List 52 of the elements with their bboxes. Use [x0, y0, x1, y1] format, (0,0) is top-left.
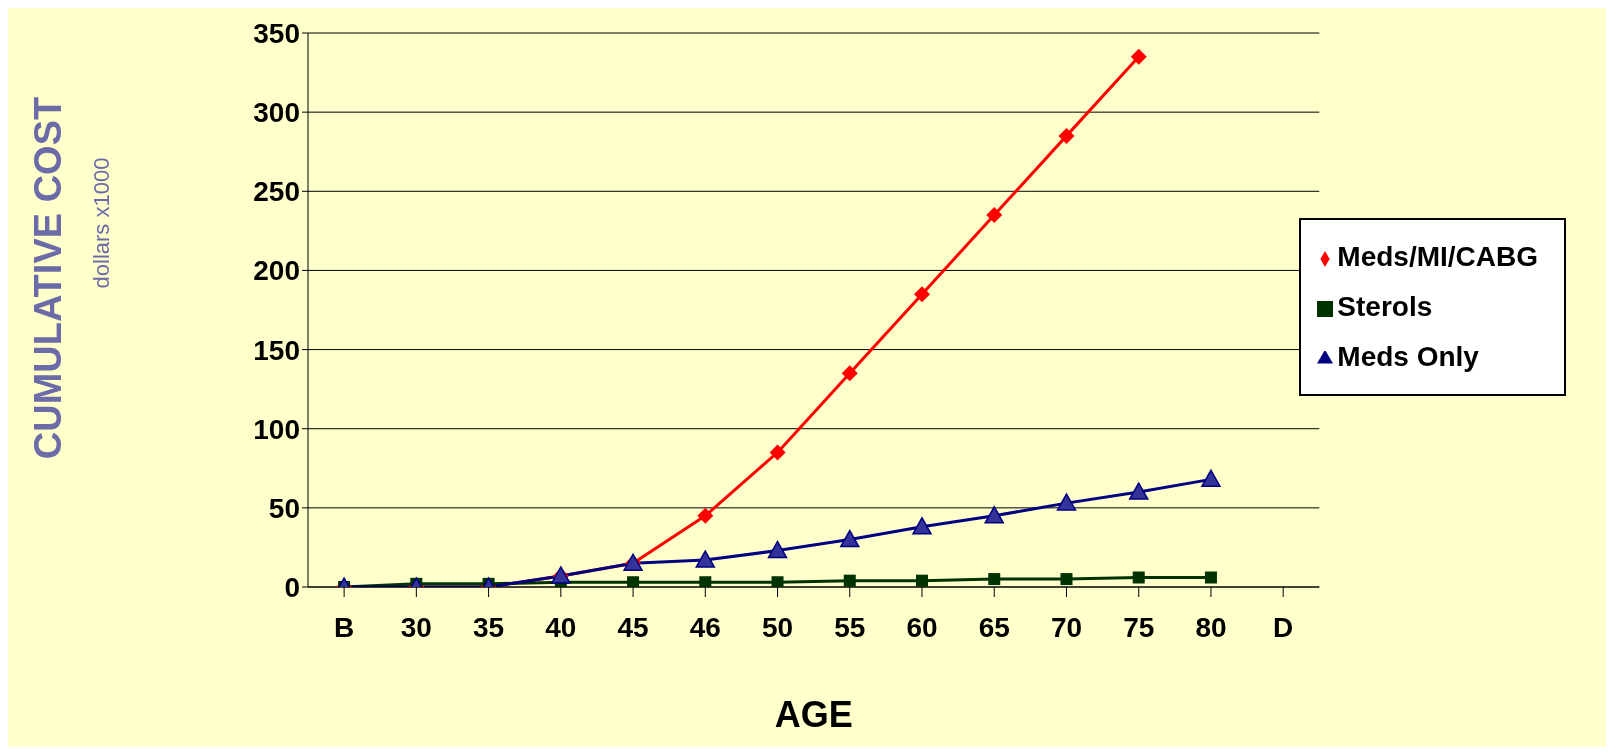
y-tick-label: 350: [253, 17, 300, 49]
x-tick-label: 30: [400, 611, 432, 643]
legend-label: Sterols: [1337, 291, 1433, 322]
point: [769, 444, 786, 461]
point: [1204, 571, 1217, 584]
y-tick-label: 50: [268, 492, 300, 524]
point: [988, 573, 1001, 586]
point: [1201, 469, 1221, 488]
point: [986, 207, 1003, 224]
legend-label: Meds Only: [1337, 341, 1479, 372]
point: [697, 507, 714, 524]
point: [1132, 571, 1145, 584]
x-tick-label: 80: [1195, 611, 1227, 643]
x-tick-label: 65: [978, 611, 1010, 643]
point: [843, 574, 856, 587]
x-tick-label: 75: [1123, 611, 1155, 643]
legend-label: Meds/MI/CABG: [1337, 241, 1538, 272]
point: [1128, 482, 1149, 500]
y-tick-label: 200: [253, 255, 300, 287]
x-tick-label: D: [1273, 611, 1294, 643]
point: [912, 517, 932, 535]
point: [841, 365, 858, 382]
y-tick-label: 300: [253, 97, 300, 129]
point: [1130, 48, 1147, 65]
y-axis-title: CUMULATIVE COST: [26, 96, 70, 460]
point: [767, 540, 788, 559]
x-tick-label: B: [334, 611, 355, 643]
point: [840, 529, 860, 548]
point: [627, 576, 640, 587]
point: [916, 574, 929, 587]
x-tick-label: 45: [617, 611, 649, 643]
x-tick-label: 35: [473, 611, 505, 643]
point: [771, 576, 784, 587]
point: [1060, 573, 1073, 586]
x-tick-label: 46: [689, 611, 721, 643]
point: [914, 286, 931, 303]
x-tick-label: 40: [545, 611, 577, 643]
point: [984, 506, 1004, 524]
y-tick-label: 150: [253, 334, 300, 366]
x-axis-title: AGE: [774, 694, 853, 735]
x-tick-label: 50: [761, 611, 794, 643]
x-tick-label: 55: [834, 611, 866, 643]
y-tick-label: 100: [253, 413, 300, 445]
point: [1056, 493, 1077, 511]
point: [699, 576, 712, 587]
x-tick-label: 60: [906, 611, 938, 643]
text: dollars x1000: [89, 157, 115, 289]
y-tick-label: 0: [284, 571, 300, 603]
point: [695, 550, 716, 568]
point: [1058, 127, 1075, 144]
y-tick-label: 250: [253, 176, 300, 208]
x-tick-label: 70: [1050, 611, 1083, 643]
